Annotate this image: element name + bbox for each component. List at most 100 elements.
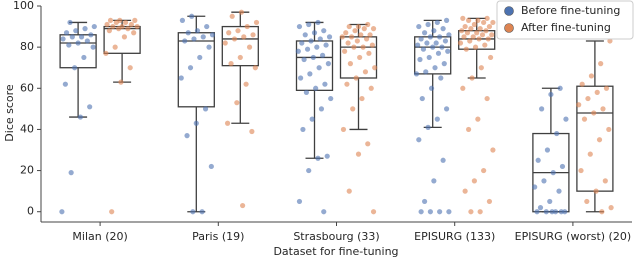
data-point xyxy=(355,151,362,157)
data-point xyxy=(119,23,125,30)
data-point xyxy=(425,124,431,130)
data-point xyxy=(121,34,128,40)
data-point xyxy=(252,65,258,71)
data-point xyxy=(547,198,553,205)
data-point xyxy=(107,17,114,23)
data-point xyxy=(587,151,593,157)
data-point xyxy=(541,178,547,184)
data-point xyxy=(471,178,477,184)
data-point xyxy=(366,50,372,56)
data-point xyxy=(439,44,445,50)
data-point xyxy=(346,23,352,30)
data-point xyxy=(608,205,614,211)
data-point xyxy=(563,116,569,122)
data-point xyxy=(534,209,540,215)
data-point xyxy=(112,44,118,50)
data-point xyxy=(66,42,72,48)
legend-label: Before fine-tuning xyxy=(521,4,620,17)
data-point xyxy=(78,34,85,40)
data-point xyxy=(543,209,549,215)
data-point xyxy=(59,209,65,215)
data-point xyxy=(475,17,481,23)
data-point xyxy=(240,202,246,209)
data-point xyxy=(77,114,84,120)
data-point xyxy=(486,198,493,205)
data-point xyxy=(556,188,562,194)
data-point xyxy=(579,81,585,87)
data-point xyxy=(118,79,124,85)
legend-marker xyxy=(504,23,514,33)
data-point xyxy=(430,44,436,50)
data-point xyxy=(347,61,353,67)
data-point xyxy=(368,85,374,91)
data-point xyxy=(204,23,210,30)
data-point xyxy=(191,36,197,42)
data-point xyxy=(489,32,495,38)
data-point xyxy=(581,116,588,122)
data-point xyxy=(606,126,612,133)
data-point xyxy=(353,75,359,81)
data-point xyxy=(462,23,468,30)
data-point xyxy=(486,23,493,30)
x-tick-label: Paris (19) xyxy=(192,230,244,243)
data-point xyxy=(122,19,129,26)
data-point xyxy=(90,44,96,50)
data-point xyxy=(134,23,140,30)
data-point xyxy=(593,188,599,194)
data-point xyxy=(296,23,303,30)
data-point xyxy=(446,209,452,215)
data-point xyxy=(476,36,482,42)
data-point xyxy=(321,209,327,215)
data-point xyxy=(426,54,432,61)
data-point xyxy=(603,85,610,91)
data-point xyxy=(106,28,112,34)
data-point xyxy=(464,30,471,36)
data-point xyxy=(460,85,466,91)
data-point xyxy=(367,32,373,38)
data-point xyxy=(321,28,327,34)
data-point xyxy=(60,36,66,42)
data-point xyxy=(351,44,357,50)
data-point xyxy=(224,120,231,126)
data-point xyxy=(317,36,323,42)
legend-marker xyxy=(504,6,514,16)
data-point xyxy=(361,26,367,32)
y-tick-label: 100 xyxy=(13,0,34,12)
data-point xyxy=(179,17,186,23)
data-point xyxy=(490,19,496,26)
data-point xyxy=(322,81,328,87)
data-point xyxy=(584,198,590,205)
data-point xyxy=(441,61,447,67)
data-point xyxy=(359,95,365,102)
data-point xyxy=(306,21,312,28)
data-point xyxy=(190,209,196,215)
data-point xyxy=(307,71,313,77)
data-point xyxy=(477,209,483,215)
y-tick-label: 0 xyxy=(27,205,34,218)
data-point xyxy=(532,184,538,190)
box xyxy=(576,85,614,192)
data-point xyxy=(434,19,440,26)
data-point xyxy=(365,141,371,147)
data-point xyxy=(481,19,487,26)
data-point xyxy=(300,126,306,133)
data-point xyxy=(578,167,584,174)
data-point xyxy=(348,34,355,40)
data-point xyxy=(344,81,350,87)
data-point xyxy=(314,44,320,50)
data-point xyxy=(73,28,79,34)
data-point xyxy=(484,95,490,102)
data-point xyxy=(539,106,545,112)
data-point xyxy=(234,100,240,106)
data-point xyxy=(550,170,556,176)
data-point xyxy=(487,54,494,61)
y-tick-label: 60 xyxy=(20,81,34,94)
data-point xyxy=(548,91,554,98)
data-point xyxy=(193,120,199,126)
data-point xyxy=(594,89,600,95)
data-point xyxy=(443,17,450,23)
data-point xyxy=(350,106,356,112)
data-point xyxy=(194,28,201,34)
data-point xyxy=(472,44,479,50)
data-point xyxy=(231,36,238,42)
